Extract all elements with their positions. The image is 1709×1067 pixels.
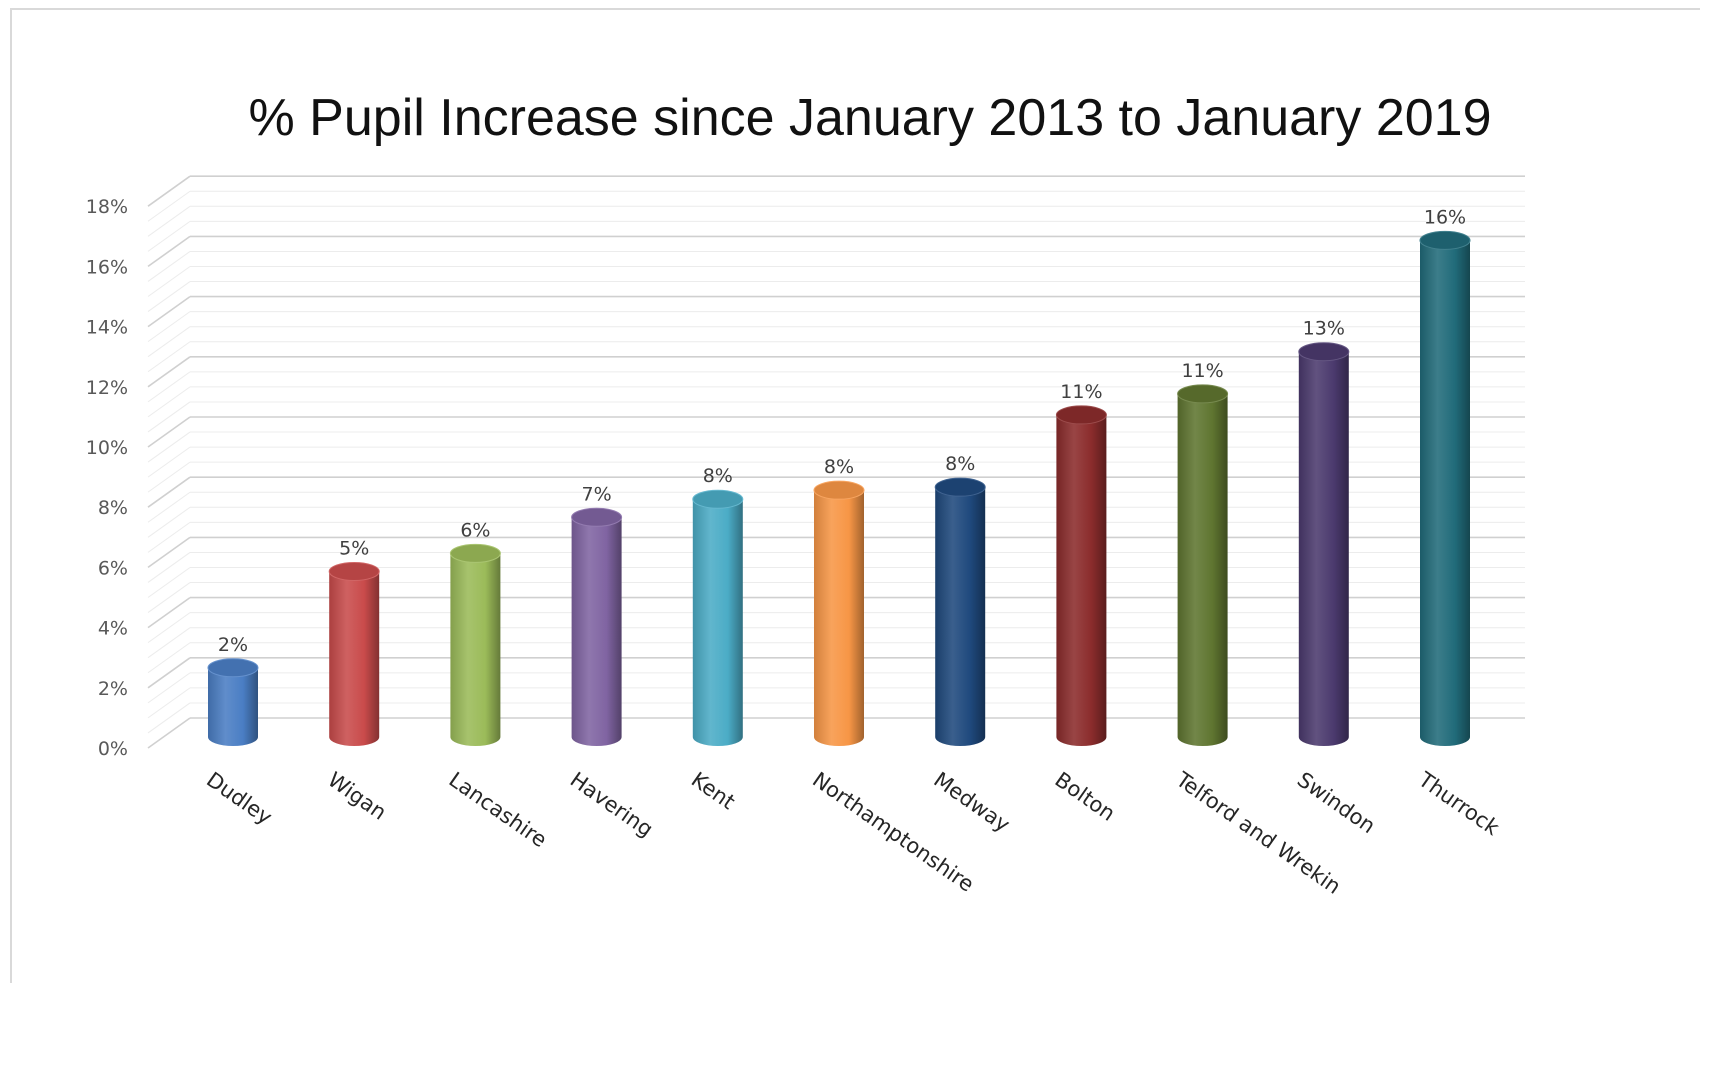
- x-category-label: Thurrock: [1413, 767, 1504, 841]
- x-category-label: Dudley: [202, 767, 276, 829]
- gridline-side: [147, 220, 191, 252]
- bar-northamptonshire: [813, 480, 865, 746]
- x-category-label: Bolton: [1051, 767, 1120, 825]
- gridline-side: [147, 642, 191, 674]
- gridline-side: [147, 446, 191, 478]
- gridline-side: [147, 235, 191, 268]
- y-tick-label: 6%: [98, 557, 128, 579]
- bar-thurrock: [1419, 230, 1471, 746]
- chart-frame: [10, 8, 1700, 983]
- gridline-side: [147, 627, 191, 659]
- y-tick-label: 18%: [86, 196, 128, 218]
- gridline-side: [147, 687, 191, 719]
- gridline-side: [147, 582, 191, 613]
- x-category-label: Lancashire: [445, 767, 552, 852]
- bar-bolton: [1055, 405, 1107, 747]
- gridline-side: [147, 386, 191, 418]
- data-label: 11%: [1181, 360, 1223, 382]
- data-label: 11%: [1060, 381, 1102, 403]
- gridline-side: [147, 521, 191, 553]
- category-labels: Dudley Wigan Lancashire Havering Kent Northam…: [202, 767, 1504, 899]
- gridline-side: [147, 596, 191, 629]
- gridline-side: [147, 506, 191, 538]
- gridline-side: [147, 175, 191, 207]
- bars: [207, 230, 1471, 747]
- y-tick-label: 14%: [86, 317, 128, 339]
- bar-wigan: [328, 561, 380, 747]
- x-category-label: Havering: [566, 767, 658, 841]
- gridline-side: [147, 311, 191, 343]
- bar-dudley: [207, 658, 259, 746]
- gridline-side: [147, 326, 191, 358]
- y-tick-label: 0%: [98, 738, 128, 760]
- gridline-side: [147, 702, 191, 734]
- gridline-side: [147, 401, 191, 433]
- x-category-label: Medway: [929, 767, 1014, 836]
- bar-lancashire: [449, 543, 501, 747]
- x-category-label: Wigan: [323, 767, 391, 824]
- bar-kent: [692, 489, 744, 747]
- y-axis-ticks: 0% 2% 4% 6% 8% 10% 12% 14% 16% 18%: [86, 196, 128, 760]
- gridline-side: [147, 717, 191, 749]
- gridline-side: [147, 672, 191, 704]
- gridline-side: [147, 295, 191, 328]
- gridline-side: [147, 190, 191, 222]
- bar-medway: [934, 477, 986, 747]
- data-label: 16%: [1424, 206, 1466, 228]
- gridline-side: [147, 205, 191, 237]
- data-label: 8%: [703, 465, 733, 487]
- data-label: 6%: [460, 519, 490, 541]
- gridline-side: [147, 431, 191, 463]
- gridline-side: [147, 371, 191, 403]
- gridline-side: [147, 552, 191, 583]
- bar-telford-and-wrekin: [1177, 384, 1229, 747]
- data-label: 8%: [945, 453, 975, 475]
- gridline-side: [147, 341, 191, 373]
- gridline-side: [147, 476, 191, 508]
- data-label: 2%: [218, 634, 248, 656]
- bar-swindon: [1298, 342, 1350, 747]
- gridline-side: [147, 416, 191, 448]
- gridline-side: [147, 567, 191, 598]
- y-tick-label: 4%: [98, 618, 128, 640]
- gridline-side: [147, 461, 191, 493]
- y-tick-label: 10%: [86, 437, 128, 459]
- y-tick-label: 12%: [86, 377, 128, 399]
- y-tick-label: 16%: [86, 256, 128, 278]
- data-label: 7%: [582, 483, 612, 505]
- gridline-side: [147, 356, 191, 388]
- gridline-side: [147, 281, 191, 312]
- data-labels: 2% 5% 6% 7% 8% 8% 8% 11% 11% 13% 16%: [218, 206, 1466, 655]
- data-label: 13%: [1303, 318, 1345, 340]
- bar-havering: [571, 507, 623, 747]
- x-category-label: Swindon: [1293, 767, 1380, 838]
- data-label: 5%: [339, 537, 369, 559]
- chart-title: % Pupil Increase since January 2013 to J…: [249, 89, 1492, 147]
- data-label: 8%: [824, 456, 854, 478]
- y-tick-label: 8%: [98, 497, 128, 519]
- gridline-side: [147, 491, 191, 523]
- x-category-label: Kent: [687, 767, 739, 814]
- gridline-side: [147, 266, 191, 297]
- gridline-side: [147, 251, 191, 282]
- gridline-side: [147, 536, 191, 569]
- y-tick-label: 2%: [98, 678, 128, 700]
- gridline-side: [147, 612, 191, 644]
- gridline-side: [147, 657, 191, 689]
